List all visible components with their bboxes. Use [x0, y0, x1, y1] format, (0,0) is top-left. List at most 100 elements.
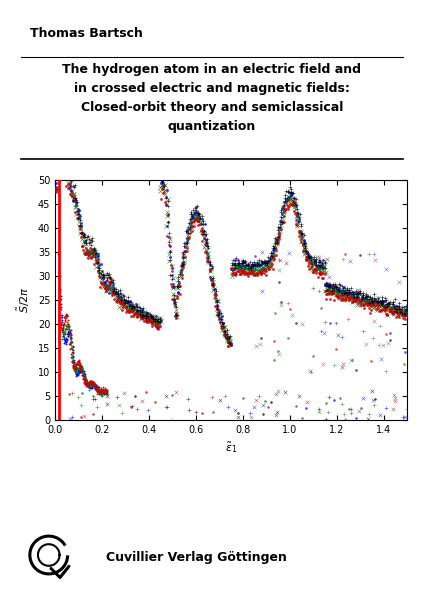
- Point: [391, 306, 397, 316]
- Point: [321, 329, 327, 338]
- Point: [144, 311, 151, 320]
- Point: [355, 298, 362, 307]
- Point: [249, 261, 256, 271]
- Point: [252, 263, 259, 272]
- Point: [326, 284, 332, 294]
- Point: [95, 254, 102, 264]
- Point: [103, 388, 109, 398]
- Point: [320, 263, 327, 272]
- Point: [198, 218, 204, 227]
- Point: [181, 259, 187, 268]
- Point: [58, 319, 64, 329]
- Point: [287, 196, 294, 206]
- Point: [148, 315, 154, 325]
- Point: [371, 395, 378, 404]
- Point: [331, 360, 338, 370]
- Point: [127, 306, 134, 316]
- Point: [142, 309, 149, 319]
- Point: [316, 267, 323, 277]
- Point: [124, 296, 131, 306]
- Point: [203, 237, 210, 247]
- Point: [128, 311, 134, 321]
- Point: [114, 293, 121, 302]
- Point: [251, 402, 258, 412]
- Point: [93, 385, 100, 394]
- Point: [230, 264, 237, 274]
- Point: [208, 272, 215, 281]
- Point: [65, 328, 72, 338]
- Point: [212, 289, 218, 299]
- Point: [375, 300, 382, 310]
- Point: [92, 379, 98, 389]
- Point: [166, 253, 173, 262]
- Point: [191, 221, 198, 231]
- Point: [171, 298, 178, 307]
- Point: [310, 265, 317, 274]
- Point: [111, 286, 117, 296]
- Point: [93, 385, 100, 395]
- Point: [386, 303, 393, 313]
- Point: [102, 280, 109, 290]
- Point: [255, 260, 262, 270]
- Point: [382, 305, 389, 314]
- Point: [79, 367, 86, 376]
- Point: [164, 209, 171, 218]
- Point: [225, 337, 232, 347]
- Point: [320, 261, 327, 271]
- Point: [360, 326, 367, 335]
- Point: [67, 180, 73, 190]
- Point: [315, 404, 322, 414]
- Point: [219, 322, 226, 331]
- Point: [71, 364, 78, 374]
- Point: [166, 232, 173, 242]
- Point: [315, 268, 322, 278]
- Point: [349, 355, 355, 365]
- Point: [75, 204, 81, 214]
- Point: [170, 295, 177, 305]
- Point: [255, 262, 262, 271]
- Point: [298, 237, 304, 247]
- Point: [310, 284, 316, 293]
- Point: [72, 366, 79, 376]
- Point: [363, 298, 369, 307]
- Point: [103, 268, 110, 278]
- Point: [189, 226, 195, 235]
- Point: [91, 382, 98, 391]
- Point: [369, 297, 376, 307]
- Point: [363, 340, 369, 349]
- Point: [275, 386, 282, 396]
- Point: [103, 282, 109, 292]
- Point: [158, 178, 165, 187]
- Point: [69, 359, 76, 368]
- Point: [292, 401, 299, 411]
- Point: [324, 254, 330, 264]
- Point: [122, 304, 129, 313]
- Point: [97, 282, 103, 292]
- Point: [264, 259, 271, 268]
- Point: [106, 278, 113, 287]
- Point: [330, 283, 337, 293]
- Point: [94, 382, 100, 392]
- Point: [310, 259, 317, 269]
- Point: [154, 314, 161, 323]
- Point: [225, 341, 232, 351]
- Point: [296, 209, 303, 218]
- Point: [385, 298, 391, 308]
- Point: [268, 254, 274, 264]
- Point: [184, 244, 190, 253]
- Point: [376, 410, 383, 419]
- Point: [65, 324, 72, 334]
- Point: [81, 378, 88, 388]
- Point: [65, 331, 72, 340]
- Point: [79, 370, 86, 380]
- Point: [364, 291, 371, 301]
- Point: [134, 306, 140, 316]
- Point: [255, 259, 262, 269]
- Point: [143, 317, 150, 326]
- Point: [174, 291, 181, 301]
- Point: [81, 248, 87, 258]
- Point: [372, 295, 379, 305]
- Point: [86, 380, 93, 390]
- Point: [103, 284, 109, 293]
- Point: [261, 265, 268, 274]
